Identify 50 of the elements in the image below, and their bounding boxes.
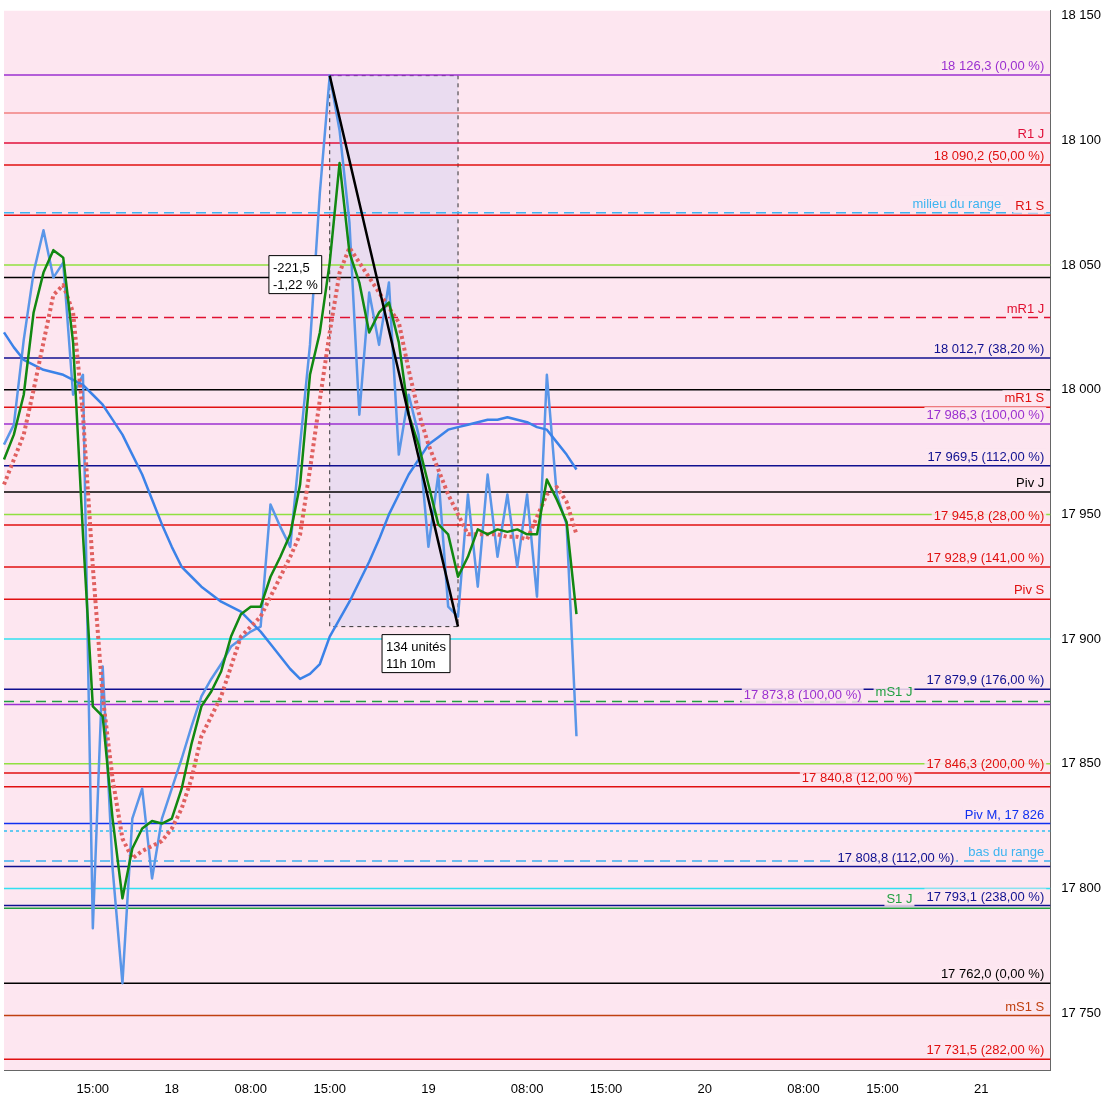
- ref-line-label: bas du range: [968, 844, 1045, 860]
- ref-line-label: 17 873,8 (100,00 %): [743, 687, 862, 703]
- y-tick-label: 17 900: [1061, 630, 1101, 646]
- x-tick-label: 08:00: [510, 1080, 544, 1096]
- annotation: 134 unités 11h 10m: [386, 638, 447, 671]
- ref-line-label: 18 126,3 (0,00 %): [940, 57, 1045, 73]
- ref-line-label: 17 808,8 (112,00 %): [837, 849, 955, 865]
- ref-line-label: Piv M, 17 826: [964, 806, 1045, 822]
- x-tick-label: 15:00: [76, 1080, 110, 1096]
- ref-line-label: 17 846,3 (200,00 %): [926, 756, 1045, 772]
- y-tick-label: 18 050: [1061, 256, 1101, 272]
- x-tick-label: 15:00: [589, 1080, 623, 1096]
- ref-line-label: Piv S: [1013, 582, 1045, 598]
- ref-line-label: mS1 S: [1005, 998, 1045, 1014]
- ref-line-label: milieu du range: [912, 195, 1002, 211]
- ref-line-label: 18 090,2 (50,00 %): [933, 147, 1045, 163]
- x-tick-label: 08:00: [234, 1080, 268, 1096]
- ref-line-label: mR1 S: [1004, 390, 1045, 406]
- x-tick-label: 20: [697, 1080, 713, 1096]
- ref-line-label: 17 840,8 (12,00 %): [801, 769, 913, 785]
- y-tick-label: 17 800: [1061, 879, 1101, 895]
- x-tick-label: 18: [164, 1080, 180, 1096]
- ref-line-label: 18 012,7 (38,20 %): [933, 341, 1045, 357]
- y-tick-label: 18 100: [1061, 132, 1101, 148]
- ref-line-label: R1 J: [1017, 126, 1045, 142]
- ref-line-label: 17 762,0 (0,00 %): [940, 966, 1045, 982]
- x-tick-label: 15:00: [866, 1080, 899, 1096]
- ref-line-label: 17 731,5 (282,00 %): [926, 1042, 1045, 1058]
- y-tick-label: 17 750: [1061, 1004, 1101, 1020]
- ref-line-label: S1 J: [886, 891, 913, 907]
- ref-line-label: R1 S: [1015, 198, 1045, 214]
- y-tick-label: 18 150: [1061, 7, 1101, 23]
- ref-line-label: Piv J: [1016, 475, 1045, 491]
- y-tick-label: 18 000: [1061, 381, 1101, 397]
- ref-line-label: 17 879,9 (176,00 %): [926, 672, 1045, 688]
- x-tick-label: 08:00: [787, 1080, 820, 1096]
- x-tick-label: 15:00: [313, 1080, 346, 1096]
- line-series: [2, 245, 579, 861]
- x-tick-label: 19: [421, 1080, 436, 1096]
- y-tick-label: 17 950: [1061, 506, 1101, 521]
- y-tick-label: 17 850: [1061, 755, 1101, 771]
- annotation: -221,5 -1,22 %: [272, 259, 319, 292]
- ref-line-label: 17 986,3 (100,00 %): [926, 407, 1045, 422]
- x-tick-label: 21: [973, 1080, 989, 1096]
- ref-line-label: mR1 J: [1006, 300, 1045, 316]
- ref-line-label: 17 945,8 (28,00 %): [933, 507, 1045, 523]
- ref-line-label: 17 793,1 (238,00 %): [926, 888, 1045, 904]
- ref-line-label: 17 969,5 (112,00 %): [927, 448, 1045, 464]
- ref-line-label: 17 928,9 (141,00 %): [926, 550, 1045, 566]
- ref-line-label: mS1 J: [875, 684, 913, 700]
